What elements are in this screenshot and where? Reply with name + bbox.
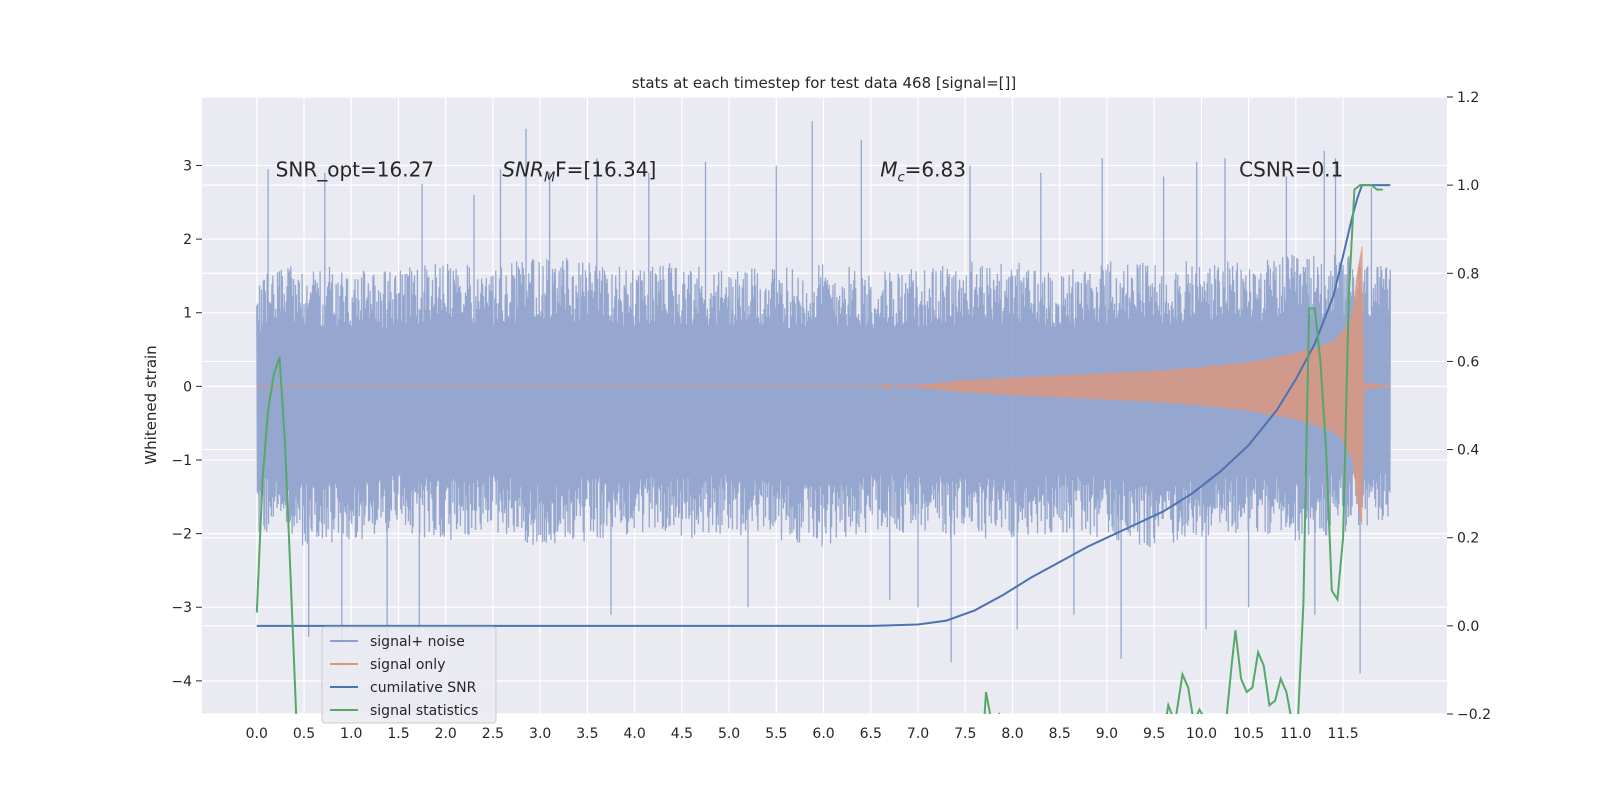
x-tick-label: 2.0 — [435, 726, 457, 742]
x-tick-label: 1.5 — [387, 726, 409, 742]
annotation-text: Mc=6.83 — [880, 158, 966, 186]
series-cumulative-snr — [256, 184, 1391, 627]
annotation-text: SNR_opt=16.27 — [276, 158, 434, 182]
y-tick-label: 0 — [183, 379, 192, 395]
x-tick-label: 11.0 — [1280, 726, 1311, 742]
y-tick-label: 3 — [183, 158, 192, 174]
x-tick-label: 6.5 — [860, 726, 882, 742]
x-tick-label: 0.5 — [293, 726, 315, 742]
x-tick-label: 10.5 — [1233, 726, 1264, 742]
x-tick-label: 11.5 — [1328, 726, 1359, 742]
x-tick-label: 3.0 — [529, 726, 551, 742]
x-tick-label: 4.5 — [671, 726, 693, 742]
annotation-text: SNRMF=[16.34] — [502, 158, 656, 186]
x-tick-label: 9.5 — [1143, 726, 1165, 742]
y-axis-right: 1.2 1.0 0.8 0.6 0.4 0.2 0.0 −0.2 — [1447, 90, 1491, 723]
annotation-text: CSNR=0.1 — [1239, 158, 1343, 182]
series-signal-noise — [256, 121, 1391, 674]
x-tick-label: 5.5 — [765, 726, 787, 742]
series-signal-only — [256, 246, 1391, 525]
y-tick-label: 2 — [183, 232, 192, 248]
x-tick-label: 4.0 — [623, 726, 645, 742]
y-tick-label: −2 — [171, 527, 192, 543]
legend: signal+ noise signal only cumilative SNR si… — [321, 626, 497, 724]
legend-entry: signal+ noise — [370, 634, 465, 650]
x-tick-label: 8.0 — [1001, 726, 1023, 742]
plot-area — [255, 121, 1391, 714]
y2-tick-label: 1.2 — [1457, 90, 1479, 106]
x-tick-label: 6.0 — [812, 726, 834, 742]
series-group — [255, 121, 1391, 714]
y2-tick-label: 0.8 — [1457, 266, 1479, 282]
legend-entry: signal only — [370, 657, 445, 673]
series-signal-statistics — [255, 184, 1383, 714]
x-tick-label: 10.0 — [1186, 726, 1217, 742]
legend-entry: cumilative SNR — [370, 680, 477, 696]
x-tick-label: 5.0 — [718, 726, 740, 742]
chart-title: stats at each timestep for test data 468… — [632, 74, 1017, 92]
y-axis-label: Whitened strain — [142, 345, 160, 464]
x-tick-label: 7.5 — [954, 726, 976, 742]
y-tick-label: −1 — [171, 453, 192, 469]
x-tick-label: 7.0 — [907, 726, 929, 742]
y-tick-label: −3 — [171, 600, 192, 616]
x-tick-label: 2.5 — [482, 726, 504, 742]
legend-entry: signal statistics — [370, 703, 478, 719]
x-tick-label: 1.0 — [340, 726, 362, 742]
x-axis: 0.0 0.5 1.0 1.5 2.0 2.5 3.0 3.5 4.0 4.5 5.0 5.5 6.0 6… — [246, 726, 1359, 742]
y2-tick-label: 0.2 — [1457, 531, 1479, 547]
annotations: SNR_opt=16.27 SNRMF=[16.34] Mc=6.83 CSNR=0.… — [276, 158, 1344, 186]
x-tick-label: 0.0 — [246, 726, 268, 742]
y2-tick-label: 1.0 — [1457, 178, 1479, 194]
x-tick-label: 8.5 — [1049, 726, 1071, 742]
y-tick-label: 1 — [183, 306, 192, 322]
x-tick-label: 3.5 — [576, 726, 598, 742]
y2-tick-label: −0.2 — [1457, 707, 1491, 723]
y-axis-left: 3 2 1 0 −1 −2 −3 −4 — [171, 158, 202, 690]
x-tick-label: 9.0 — [1096, 726, 1118, 742]
y2-tick-label: 0.6 — [1457, 354, 1479, 370]
legend-box — [321, 626, 497, 724]
y2-tick-label: 0.4 — [1457, 443, 1479, 459]
y-tick-label: −4 — [171, 674, 192, 690]
y2-tick-label: 0.0 — [1457, 619, 1479, 635]
